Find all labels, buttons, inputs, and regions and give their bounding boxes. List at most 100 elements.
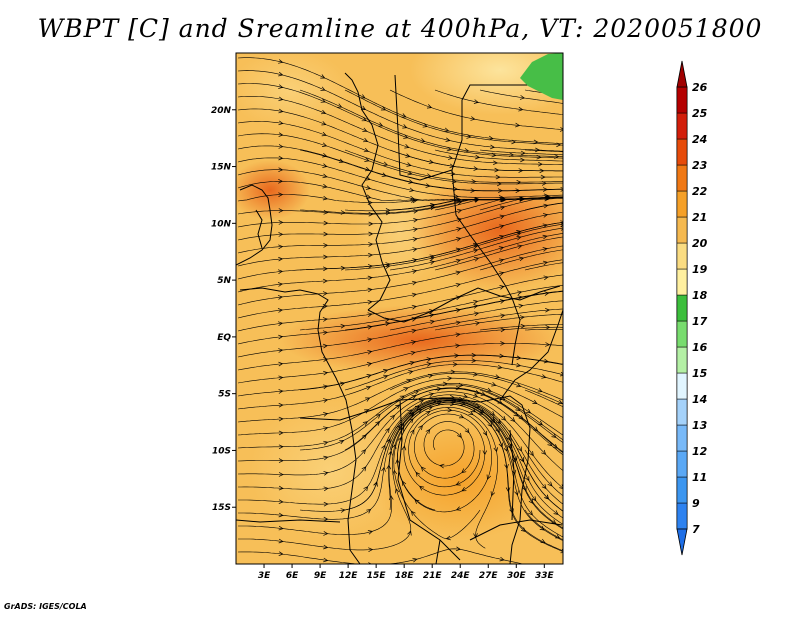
streamline-arrow	[498, 246, 505, 251]
streamline-arrow	[411, 292, 417, 298]
lat-axis: 20N 15N 10N 5N EQ 5S 10S 15S	[211, 106, 236, 513]
streamline-arrow	[361, 116, 367, 122]
streamline-arrow	[278, 108, 284, 114]
colorbar-label: 16	[692, 341, 708, 354]
streamline	[389, 399, 563, 525]
streamline-arrow	[365, 397, 371, 402]
streamline-arrow	[519, 197, 525, 202]
streamline-arrow	[455, 332, 461, 337]
streamline-arrow	[404, 144, 410, 149]
streamline-arrow	[470, 116, 476, 121]
streamline-arrow	[367, 324, 373, 330]
lat-tick-label: 20N	[211, 106, 232, 116]
streamline-arrow	[452, 186, 458, 192]
streamline-arrow	[278, 485, 284, 491]
streamline-arrow	[518, 414, 524, 420]
streamline-arrow	[486, 474, 492, 480]
streamline-arrow	[501, 415, 507, 421]
colorbar-cell	[676, 450, 688, 478]
streamline	[434, 388, 563, 456]
streamline-arrow	[278, 232, 284, 237]
streamline-arrow	[429, 319, 435, 325]
streamline-arrow	[500, 205, 506, 211]
streamline-arrow	[322, 163, 328, 168]
streamline	[344, 149, 563, 183]
streamline	[524, 449, 563, 497]
streamline-arrow	[517, 446, 522, 452]
streamline-arrow	[323, 220, 329, 226]
streamline	[237, 326, 563, 371]
streamline-arrow	[518, 256, 525, 262]
streamline-arrow	[322, 330, 328, 335]
streamline-arrow	[516, 179, 522, 185]
streamline-arrow	[532, 399, 538, 404]
streamline-arrow	[361, 449, 367, 455]
streamline-arrow	[471, 358, 477, 363]
streamline	[344, 387, 563, 453]
streamline-arrow	[278, 499, 284, 505]
wbpt-hot-band	[280, 305, 560, 375]
streamline-arrow	[363, 486, 369, 492]
streamline	[237, 343, 563, 384]
streamline-arrow	[408, 370, 414, 375]
colorbar-cell	[676, 138, 688, 166]
lon-tick-label: 15E	[367, 571, 387, 581]
streamline-arrow	[277, 295, 283, 300]
lat-tick-label: 15N	[211, 163, 232, 173]
streamline	[344, 360, 563, 391]
streamline-arrow	[340, 508, 346, 513]
streamline-arrow	[429, 313, 435, 318]
streamline	[434, 314, 563, 331]
streamline-arrow	[499, 556, 505, 562]
streamline	[389, 149, 563, 172]
streamline-arrow	[543, 213, 549, 218]
streamline	[403, 406, 499, 549]
streamline	[434, 236, 563, 271]
streamline-arrow	[429, 260, 435, 265]
streamline-arrow	[392, 469, 398, 475]
streamline-arrow	[402, 124, 408, 129]
streamline-arrow	[340, 265, 346, 271]
streamline-arrow	[338, 158, 345, 164]
streamline	[434, 149, 563, 162]
streamline-arrow	[401, 113, 407, 118]
streamline-arrow	[407, 530, 412, 536]
streamline-arrow	[560, 226, 563, 231]
streamline-arrow	[455, 343, 461, 349]
streamline-arrow	[537, 420, 544, 426]
streamline	[237, 70, 563, 152]
streamline-arrow	[385, 321, 391, 327]
streamline-arrow	[340, 323, 346, 329]
streamline-arrow	[547, 441, 553, 447]
streamline-arrow	[385, 427, 390, 433]
streamline-arrow	[368, 211, 374, 217]
streamline-arrow	[323, 486, 329, 492]
streamline-arrow	[278, 472, 284, 477]
lon-tick-label: 30E	[507, 571, 527, 581]
streamline-arrow	[495, 174, 501, 180]
streamline-arrow	[321, 121, 327, 126]
streamline-arrow	[456, 227, 462, 232]
colorbar-cell	[676, 242, 688, 270]
streamline	[479, 197, 563, 211]
streamline-arrow	[539, 525, 545, 531]
streamline-arrow	[542, 234, 548, 240]
streamline-arrow	[510, 417, 516, 423]
streamline-arrow	[323, 254, 329, 260]
streamline	[344, 89, 563, 146]
streamline-arrow	[278, 71, 284, 77]
streamline-arrow	[525, 476, 530, 482]
colorbar-label: 9	[692, 497, 700, 510]
streamline-arrow	[519, 457, 525, 463]
colorbar-cell	[676, 320, 688, 348]
streamline-arrow	[470, 188, 476, 193]
map-panel	[236, 53, 563, 564]
streamline-arrow	[473, 166, 479, 171]
streamline-arrow	[490, 416, 496, 422]
streamline-arrow	[367, 275, 373, 281]
streamline-arrow	[278, 348, 284, 353]
streamline-arrow	[418, 399, 425, 404]
streamline-arrow	[322, 357, 329, 362]
streamline-arrow	[278, 538, 284, 544]
streamline-arrow	[482, 450, 488, 456]
